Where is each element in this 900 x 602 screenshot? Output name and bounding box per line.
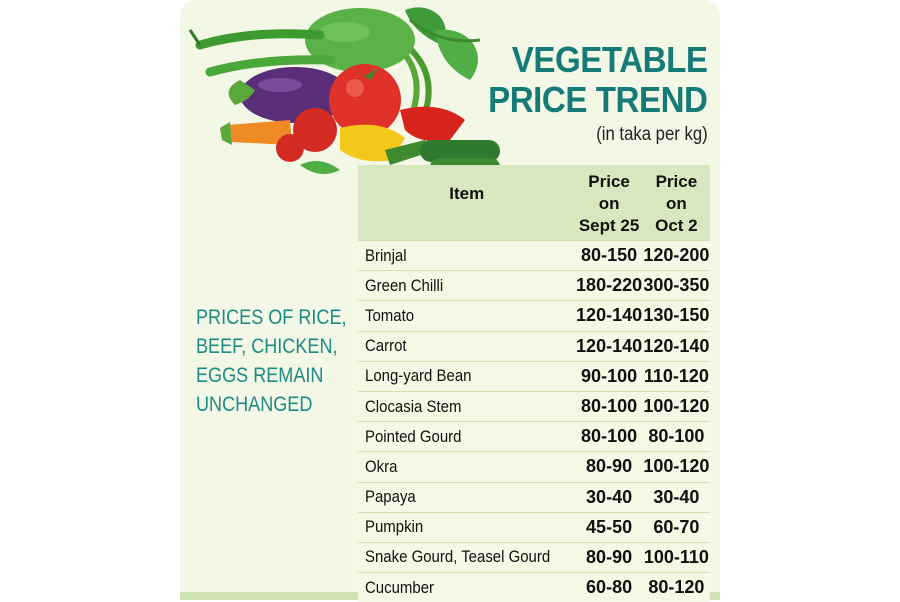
- column-header-item: Item: [358, 165, 576, 240]
- cell-price-oct2: 300-350: [642, 270, 710, 300]
- cell-price-oct2: 130-150: [642, 300, 710, 330]
- cell-price-oct2: 100-120: [642, 451, 710, 481]
- header-line: Oct 2: [655, 216, 698, 235]
- column-header-sept25: Price on Sept 25: [575, 165, 643, 240]
- table-row: Brinjal 80-150 120-200: [358, 240, 710, 270]
- item-label: Tomato: [365, 305, 415, 325]
- side-note-line: BEEF, CHICKEN,: [196, 335, 338, 358]
- table-row: Pointed Gourd 80-100 80-100: [358, 421, 710, 451]
- side-note-line: UNCHANGED: [196, 393, 313, 416]
- side-note-line: EGGS REMAIN: [196, 364, 324, 387]
- cell-item: Green Chilli: [358, 270, 576, 300]
- title-line-1: VEGETABLE: [512, 39, 708, 80]
- table-row: Papaya 30-40 30-40: [358, 481, 710, 512]
- table-row: Carrot 120-140 120-140: [358, 330, 710, 361]
- cell-price-oct2: 80-120: [642, 572, 710, 602]
- chart-title: VEGETABLE PRICE TREND: [488, 39, 709, 120]
- cell-price-sept25: 45-50: [575, 511, 643, 542]
- green-chilli-icon: [195, 29, 325, 50]
- cell-price-sept25: 80-100: [575, 390, 643, 421]
- cell-price-oct2: 80-100: [642, 421, 710, 451]
- item-label: Snake Gourd, Teasel Gourd: [365, 547, 551, 567]
- header-line: Price on: [588, 172, 630, 213]
- cell-item: Pointed Gourd: [358, 421, 576, 451]
- cell-price-sept25: 90-100: [575, 360, 643, 391]
- item-label: Cucumber: [365, 577, 435, 597]
- cucumber-icon: [420, 140, 500, 162]
- carrot-icon: [228, 120, 292, 145]
- table-row: Snake Gourd, Teasel Gourd 80-90 100-110: [358, 541, 710, 572]
- cell-price-sept25: 180-220: [575, 270, 643, 300]
- cell-item: Cucumber: [358, 572, 576, 602]
- cell-price-sept25: 120-140: [575, 300, 643, 330]
- cell-item: Papaya: [358, 481, 576, 512]
- table-row: Cucumber 60-80 80-120: [358, 572, 710, 602]
- header-line: Price on: [655, 172, 698, 213]
- cell-price-oct2: 120-140: [642, 330, 710, 361]
- cell-price-oct2: 120-200: [642, 240, 710, 270]
- cell-price-sept25: 80-100: [575, 421, 643, 451]
- table-row: Okra 80-90 100-120: [358, 451, 710, 481]
- table-header-row: Item Price on Sept 25 Price on Oct 2: [358, 165, 710, 240]
- cell-price-oct2: 100-110: [642, 541, 710, 572]
- cell-item: Carrot: [358, 330, 576, 361]
- herb-icon: [300, 161, 340, 174]
- cell-item: Okra: [358, 451, 576, 481]
- vegetables-illustration-icon: [188, 7, 500, 176]
- vine-stem: [409, 18, 481, 43]
- cell-price-oct2: 110-120: [642, 360, 710, 391]
- table-row: Green Chilli 180-220 300-350: [358, 270, 710, 300]
- cell-item: Snake Gourd, Teasel Gourd: [358, 541, 576, 572]
- item-label: Papaya: [365, 487, 416, 507]
- cell-item: Clocasia Stem: [358, 390, 576, 421]
- cell-price-sept25: 80-90: [575, 451, 643, 481]
- cell-price-sept25: 80-150: [575, 240, 643, 270]
- tomato-icon: [293, 108, 337, 152]
- table-row: Long-yard Bean 90-100 110-120: [358, 360, 710, 391]
- cell-price-sept25: 30-40: [575, 481, 643, 512]
- cell-price-sept25: 80-90: [575, 541, 643, 572]
- cell-price-oct2: 100-120: [642, 390, 710, 421]
- item-label: Long-yard Bean: [365, 366, 472, 386]
- item-label: Carrot: [365, 336, 407, 356]
- item-label: Brinjal: [365, 245, 407, 265]
- column-header-oct2: Price on Oct 2: [642, 165, 710, 240]
- cell-price-oct2: 30-40: [642, 481, 710, 512]
- cell-price-sept25: 120-140: [575, 330, 643, 361]
- tomato-icon: [276, 134, 304, 162]
- cell-price-sept25: 60-80: [575, 572, 643, 602]
- red-pepper-icon: [400, 106, 465, 142]
- price-table: Item Price on Sept 25 Price on Oct 2 Bri…: [358, 165, 710, 602]
- item-label: Pointed Gourd: [365, 426, 462, 446]
- item-label: Okra: [365, 456, 398, 476]
- item-label: Pumpkin: [365, 517, 424, 537]
- side-note-line: PRICES OF RICE,: [196, 306, 347, 329]
- table-row: Clocasia Stem 80-100 100-120: [358, 390, 710, 421]
- green-chilli-icon: [205, 55, 335, 77]
- header-line: Sept 25: [578, 216, 640, 235]
- cell-item: Brinjal: [358, 240, 576, 270]
- title-line-2: PRICE TREND: [488, 79, 709, 120]
- cell-price-oct2: 60-70: [642, 511, 710, 542]
- okra-icon: [385, 140, 430, 165]
- item-label: Clocasia Stem: [365, 396, 462, 416]
- table-row: Pumpkin 45-50 60-70: [358, 511, 710, 542]
- item-label: Green Chilli: [365, 275, 444, 295]
- cell-item: Long-yard Bean: [358, 360, 576, 391]
- cell-item: Tomato: [358, 300, 576, 330]
- side-note: PRICES OF RICE, BEEF, CHICKEN, EGGS REMA…: [196, 303, 347, 419]
- unit-subtitle: (in taka per kg): [596, 124, 708, 145]
- tomato-icon: [329, 64, 401, 136]
- cell-item: Pumpkin: [358, 511, 576, 542]
- table-row: Tomato 120-140 130-150: [358, 300, 710, 330]
